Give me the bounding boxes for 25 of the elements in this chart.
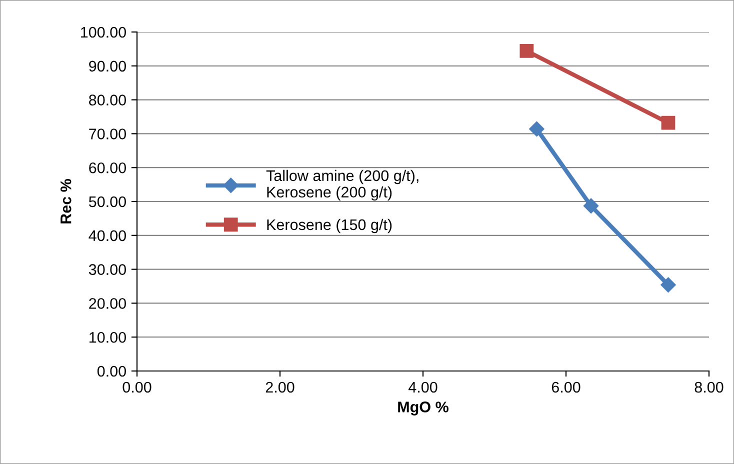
y-tick-label: 20.00	[89, 298, 126, 309]
y-tick-label: 80.00	[89, 94, 126, 106]
point	[529, 121, 544, 137]
point	[661, 116, 676, 130]
y-tick-label: 100.00	[81, 26, 126, 38]
x-tick-label: 2.00	[266, 382, 294, 393]
y-tick-label: 30.00	[88, 264, 126, 275]
y-tick-label: 0.00	[97, 366, 126, 377]
x-tick-label: 4.00	[408, 382, 438, 393]
point	[583, 198, 599, 214]
x-tick-label: 6.00	[552, 382, 580, 393]
point	[520, 44, 534, 58]
y-tick-label: 50.00	[88, 196, 126, 208]
x-tick-label: 0.00	[122, 382, 152, 393]
y-tick-label: 10.00	[90, 332, 126, 343]
legend-label: Kerosene (150 g/t)	[267, 218, 392, 234]
x-tick-label: 8.00	[694, 382, 724, 393]
y-tick-label: 70.00	[89, 128, 126, 140]
y-tick-label: 60.00	[89, 162, 126, 174]
point	[660, 277, 676, 292]
y-axis-title: Rec %	[60, 178, 72, 224]
y-tick-label: 40.00	[88, 230, 126, 242]
y-tick-label: 90.00	[89, 60, 126, 72]
legend-label: Tallow amine (200 g/t), Kerosene (200 g/t)	[266, 170, 418, 201]
x-axis-title: MgO %	[398, 402, 448, 416]
